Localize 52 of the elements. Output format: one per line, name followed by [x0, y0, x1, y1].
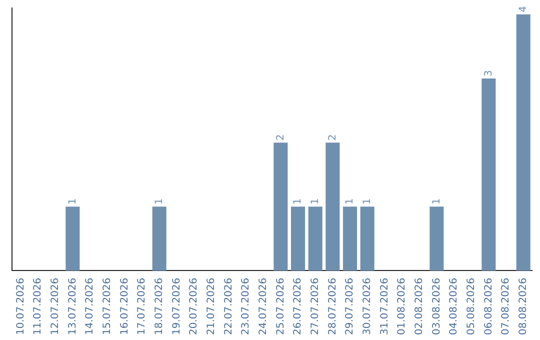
bar — [516, 14, 530, 271]
x-tick-label: 27.07.2026 — [310, 278, 321, 336]
x-tick-label: 10.07.2026 — [15, 278, 26, 336]
bar — [274, 142, 288, 271]
data-label: 1 — [362, 198, 373, 205]
x-tick-label: 26.07.2026 — [292, 278, 304, 336]
x-tick-label: 20.07.2026 — [188, 278, 200, 336]
bar — [482, 78, 496, 271]
x-tick-label: 08.08.2026 — [518, 278, 529, 336]
x-tick-label: 02.08.2026 — [414, 278, 425, 336]
x-tick-label: 07.08.2026 — [500, 278, 512, 336]
data-label: 1 — [431, 198, 442, 205]
bar — [360, 206, 374, 271]
x-tick-label: 18.07.2026 — [154, 278, 165, 336]
data-label: 1 — [310, 198, 321, 205]
data-label: 1 — [154, 198, 165, 205]
bar — [152, 206, 166, 271]
x-tick-label: 24.07.2026 — [258, 278, 269, 336]
x-tick-label: 16.07.2026 — [119, 278, 130, 336]
data-label: 2 — [327, 134, 338, 141]
x-tick-label: 12.07.2026 — [50, 278, 61, 336]
data-label: 2 — [275, 134, 286, 141]
data-label: 1 — [344, 198, 356, 205]
x-tick-label: 15.07.2026 — [102, 278, 113, 336]
x-tick-label: 14.07.2026 — [84, 278, 96, 336]
data-label: 1 — [292, 198, 304, 205]
x-tick-label: 05.08.2026 — [466, 278, 477, 336]
x-tick-label: 06.08.2026 — [483, 278, 494, 336]
bar — [308, 206, 322, 271]
x-tick-label: 31.07.2026 — [379, 278, 390, 336]
x-tick-label: 17.07.2026 — [136, 278, 148, 336]
x-tick-label: 23.07.2026 — [240, 278, 252, 336]
x-tick-label: 30.07.2026 — [362, 278, 373, 336]
data-label: 3 — [483, 70, 494, 76]
x-tick-label: 19.07.2026 — [171, 278, 182, 336]
x-tick-label: 21.07.2026 — [206, 278, 217, 336]
x-tick-label: 11.07.2026 — [32, 278, 44, 336]
x-tick-label: 03.08.2026 — [431, 278, 442, 336]
x-tick-label: 29.07.2026 — [344, 278, 356, 336]
x-tick-label: 28.07.2026 — [327, 278, 338, 336]
x-tick-label: 01.08.2026 — [396, 278, 408, 336]
bar — [342, 206, 358, 271]
x-tick-label: 22.07.2026 — [223, 278, 234, 336]
x-tick-label: 25.07.2026 — [275, 278, 286, 336]
bar — [290, 206, 306, 271]
bar — [326, 142, 340, 271]
data-label: 4 — [518, 6, 529, 12]
bar — [430, 206, 444, 271]
data-label: 1 — [67, 198, 78, 205]
x-tick-label: 04.08.2026 — [448, 278, 460, 336]
x-tick-label: 13.07.2026 — [67, 278, 78, 336]
bar — [66, 206, 80, 271]
